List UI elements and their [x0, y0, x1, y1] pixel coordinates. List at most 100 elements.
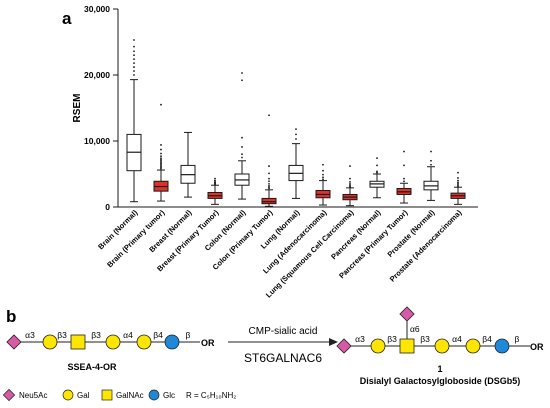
- glc-circle-icon: [164, 334, 180, 350]
- legend-r-definition: R = C₅H₁₀NH₂: [186, 391, 236, 400]
- neu5ac-diamond-icon: [6, 334, 22, 350]
- outlier-point: [160, 148, 162, 151]
- outlier-point: [349, 184, 351, 187]
- gal-circle-icon: [136, 334, 152, 350]
- outlier-point: [295, 133, 297, 136]
- substrate-glycan: α3 β3 β3 α4 β4 β OR SSEA-4-OR: [6, 330, 215, 372]
- outlier-point: [160, 144, 162, 146]
- outlier-point: [133, 74, 135, 76]
- product-number: 1: [437, 364, 442, 374]
- outlier-point: [160, 155, 162, 158]
- galnac-square-icon: [70, 334, 86, 350]
- linkage-label: α4: [452, 334, 462, 344]
- box-3: [180, 131, 196, 198]
- or-label: OR: [201, 338, 215, 348]
- or-label: OR: [530, 342, 544, 352]
- box-13: [450, 171, 466, 205]
- outlier-point: [349, 185, 351, 188]
- outlier-point: [268, 184, 270, 187]
- outlier-point: [133, 58, 135, 61]
- substrate-name: SSEA-4-OR: [67, 362, 117, 372]
- box-9: [342, 165, 358, 207]
- outlier-point: [268, 177, 270, 180]
- outlier-point: [160, 158, 162, 161]
- outlier-point: [430, 150, 432, 153]
- outlier-point: [241, 146, 243, 148]
- box-7: [288, 128, 304, 199]
- panel-b-label: b: [6, 307, 16, 326]
- reagent-bottom: ST6GALNAC6: [244, 351, 322, 365]
- outlier-point: [160, 166, 162, 169]
- neu5ac-diamond-icon: [336, 338, 352, 354]
- outlier-point: [241, 136, 243, 139]
- outlier-point: [457, 177, 459, 179]
- box-8: [315, 163, 331, 206]
- outlier-point: [376, 170, 378, 173]
- gal-circle-icon: [105, 334, 121, 350]
- box-4: [207, 177, 223, 205]
- product-name: Disialyl Galactosylgloboside (DSGb5): [360, 376, 521, 386]
- outlier-point: [160, 103, 162, 106]
- linkage-label: α3: [25, 330, 35, 340]
- outlier-point: [322, 169, 324, 172]
- gal-circle-icon: [42, 334, 58, 350]
- y-tick-label: 20,000: [84, 70, 110, 80]
- y-tick-label: 30,000: [84, 4, 110, 14]
- x-tick-label: Pancreas (Normal): [329, 208, 383, 262]
- panel-a-label: a: [62, 9, 72, 28]
- outlier-point: [403, 180, 405, 183]
- outlier-point: [241, 72, 243, 74]
- linkage-label: β3: [57, 330, 67, 340]
- outlier-point: [268, 180, 270, 183]
- outlier-point: [241, 79, 243, 82]
- outlier-point: [160, 165, 162, 167]
- box-6: [261, 114, 277, 207]
- y-axis-label: RSEM: [72, 94, 83, 123]
- reagent-top: CMP-sialic acid: [249, 326, 318, 337]
- outlier-point: [133, 62, 135, 65]
- neu5ac-diamond-icon: [399, 306, 415, 322]
- outlier-point: [430, 163, 432, 166]
- outlier-point: [457, 184, 459, 187]
- outlier-point: [403, 164, 405, 167]
- outlier-point: [160, 159, 162, 162]
- box-5: [234, 72, 250, 200]
- glc-circle-icon: [494, 338, 510, 354]
- linkage-label: β3: [420, 334, 430, 344]
- y-axis: 0 10,000 20,000 30,000: [84, 4, 119, 212]
- outlier-point: [295, 128, 297, 131]
- outlier-point: [268, 114, 270, 117]
- linkage-label: α3: [355, 334, 365, 344]
- outlier-point: [430, 159, 432, 162]
- galnac-legend-icon: [101, 389, 113, 401]
- outlier-point: [268, 187, 270, 190]
- outlier-point: [268, 165, 270, 167]
- linkage-label: β4: [482, 334, 492, 344]
- outlier-point: [133, 54, 135, 57]
- outlier-point: [241, 153, 243, 156]
- outlier-point: [376, 164, 378, 167]
- box-iqr: [261, 197, 277, 205]
- outlier-point: [349, 181, 351, 183]
- linkage-label: α6: [410, 324, 420, 334]
- legend-neu5ac-label: Neu5Ac: [19, 391, 47, 400]
- reaction-arrow: CMP-sialic acid ST6GALNAC6: [228, 326, 338, 365]
- box-12: [423, 150, 439, 201]
- gal-circle-icon: [434, 338, 450, 354]
- box-1: [126, 39, 142, 203]
- outlier-point: [295, 138, 297, 140]
- outlier-point: [457, 179, 459, 182]
- y-tick-label: 10,000: [84, 136, 110, 146]
- box-10: [369, 157, 385, 199]
- outlier-point: [403, 150, 405, 153]
- linkage-label: β3: [91, 330, 101, 340]
- outlier-point: [322, 176, 324, 179]
- outlier-point: [133, 45, 135, 48]
- outlier-point: [133, 66, 135, 68]
- x-tick-label: Prostate (Normal): [386, 208, 437, 259]
- outlier-point: [214, 177, 216, 180]
- x-tick-labels: Brain (Normal)Brain (Primary tumor)Breas…: [96, 208, 464, 300]
- outlier-point: [160, 161, 162, 164]
- outlier-point: [349, 183, 351, 185]
- outlier-point: [322, 163, 324, 166]
